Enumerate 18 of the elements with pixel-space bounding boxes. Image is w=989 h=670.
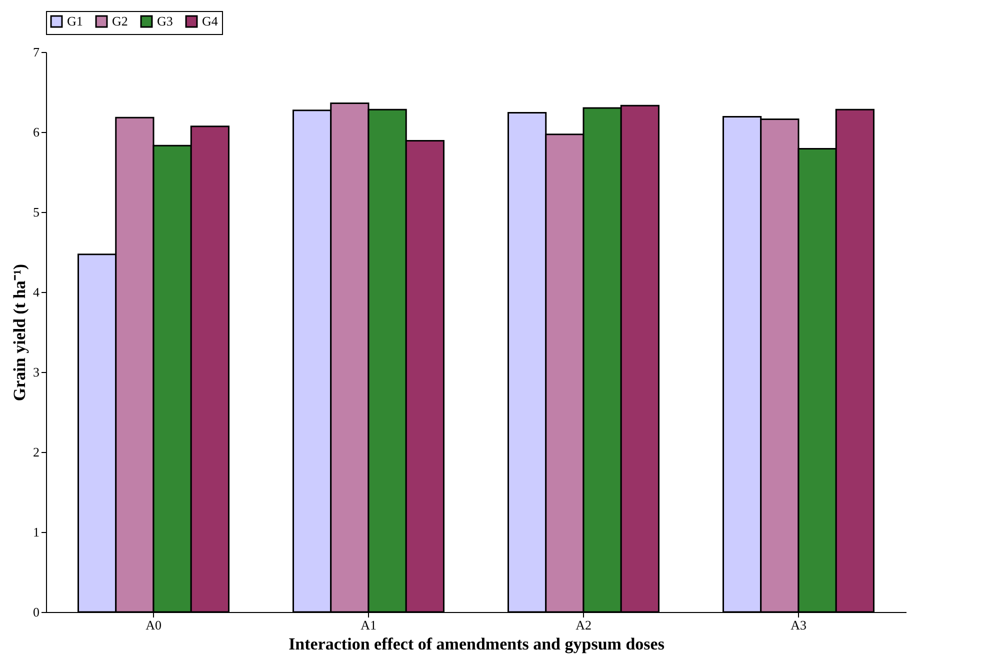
- x-axis-title: Interaction effect of amendments and gypsum doses: [288, 634, 665, 654]
- y-tick-label: 5: [33, 204, 40, 220]
- y-tick-label: 1: [33, 524, 40, 540]
- legend-label: G4: [202, 14, 218, 29]
- x-tick-label: A1: [360, 618, 376, 632]
- legend-label: G2: [112, 14, 128, 29]
- y-tick-label: 4: [33, 284, 40, 300]
- y-tick-label: 2: [33, 444, 40, 460]
- y-tick-label: 0: [33, 604, 40, 620]
- legend-label: G1: [67, 14, 83, 29]
- legend-label: G3: [157, 14, 173, 29]
- y-tick-label: 3: [33, 364, 40, 380]
- x-tick-label: A3: [790, 618, 806, 632]
- y-axis-title: Grain yield (t ha⁻¹): [10, 264, 29, 402]
- x-tick-label: A0: [146, 618, 162, 632]
- y-tick-label: 7: [33, 44, 40, 60]
- x-tick-label: A2: [576, 618, 592, 632]
- y-tick-label: 6: [33, 124, 40, 140]
